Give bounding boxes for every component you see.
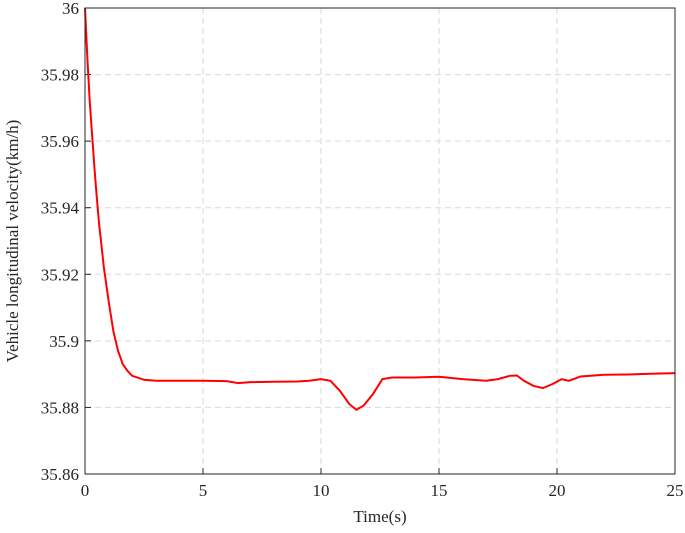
plot-area bbox=[85, 8, 675, 474]
y-tick-label: 36 bbox=[62, 0, 79, 18]
line bbox=[84, 7, 676, 411]
y-tick-label: 35.86 bbox=[41, 465, 79, 484]
y-tick-label: 35.98 bbox=[41, 66, 79, 85]
axes-box bbox=[84, 7, 676, 475]
y-tick-label: 35.88 bbox=[41, 398, 79, 417]
x-tick-label: 15 bbox=[431, 481, 448, 500]
y-tick-label: 35.96 bbox=[41, 132, 79, 151]
x-tick-label: 25 bbox=[667, 481, 684, 500]
x-tick-label: 20 bbox=[549, 481, 566, 500]
y-tick-label: 35.9 bbox=[49, 332, 79, 351]
x-axis-label: Time(s) bbox=[353, 507, 406, 526]
y-axis-label: Vehicle longitudinal velocity(km/h) bbox=[3, 120, 22, 363]
x-tick-label: 0 bbox=[81, 481, 90, 500]
x-tick-label: 5 bbox=[199, 481, 208, 500]
x-tick-label: 10 bbox=[313, 481, 330, 500]
y-tick-label: 35.94 bbox=[41, 199, 80, 218]
y-tick-label: 35.92 bbox=[41, 265, 79, 284]
